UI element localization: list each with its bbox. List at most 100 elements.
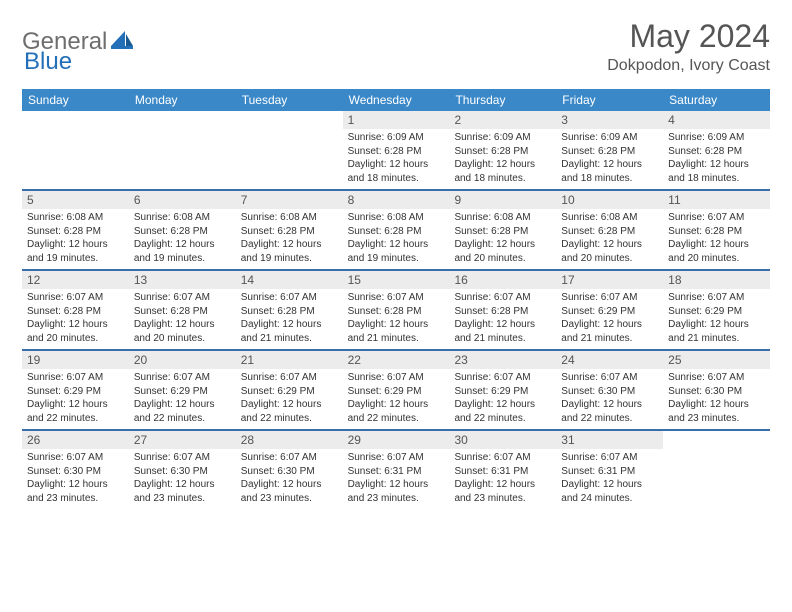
day-number: 25 xyxy=(663,351,770,369)
day-cell xyxy=(129,111,236,189)
day-number: 6 xyxy=(129,191,236,209)
sunrise-line: Sunrise: 6:07 AM xyxy=(348,291,445,305)
daylight-line2: and 23 minutes. xyxy=(348,492,445,506)
sunset-line: Sunset: 6:28 PM xyxy=(134,225,231,239)
day-number xyxy=(22,111,129,129)
dayheader-thu: Thursday xyxy=(449,89,556,111)
sunrise-line: Sunrise: 6:07 AM xyxy=(668,211,765,225)
day-number: 30 xyxy=(449,431,556,449)
day-cell: 22Sunrise: 6:07 AMSunset: 6:29 PMDayligh… xyxy=(343,351,450,429)
day-data: Sunrise: 6:07 AMSunset: 6:29 PMDaylight:… xyxy=(236,369,343,429)
day-number: 27 xyxy=(129,431,236,449)
day-number: 24 xyxy=(556,351,663,369)
day-number: 19 xyxy=(22,351,129,369)
sunset-line: Sunset: 6:31 PM xyxy=(348,465,445,479)
daylight-line2: and 18 minutes. xyxy=(668,172,765,186)
day-data: Sunrise: 6:09 AMSunset: 6:28 PMDaylight:… xyxy=(343,129,450,189)
day-data: Sunrise: 6:08 AMSunset: 6:28 PMDaylight:… xyxy=(129,209,236,269)
daylight-line: Daylight: 12 hours xyxy=(348,398,445,412)
day-data: Sunrise: 6:08 AMSunset: 6:28 PMDaylight:… xyxy=(236,209,343,269)
sunrise-line: Sunrise: 6:08 AM xyxy=(454,211,551,225)
day-data: Sunrise: 6:07 AMSunset: 6:29 PMDaylight:… xyxy=(449,369,556,429)
day-number: 9 xyxy=(449,191,556,209)
dayheader-mon: Monday xyxy=(129,89,236,111)
sunset-line: Sunset: 6:30 PM xyxy=(27,465,124,479)
day-data: Sunrise: 6:07 AMSunset: 6:30 PMDaylight:… xyxy=(556,369,663,429)
day-data: Sunrise: 6:07 AMSunset: 6:28 PMDaylight:… xyxy=(129,289,236,349)
logo-sail-icon xyxy=(111,31,133,54)
daylight-line2: and 23 minutes. xyxy=(134,492,231,506)
calendar: Sunday Monday Tuesday Wednesday Thursday… xyxy=(22,89,770,509)
day-cell: 23Sunrise: 6:07 AMSunset: 6:29 PMDayligh… xyxy=(449,351,556,429)
day-data: Sunrise: 6:09 AMSunset: 6:28 PMDaylight:… xyxy=(663,129,770,189)
sunset-line: Sunset: 6:29 PM xyxy=(561,305,658,319)
daylight-line: Daylight: 12 hours xyxy=(134,398,231,412)
sunset-line: Sunset: 6:30 PM xyxy=(241,465,338,479)
day-data: Sunrise: 6:07 AMSunset: 6:28 PMDaylight:… xyxy=(343,289,450,349)
day-data: Sunrise: 6:07 AMSunset: 6:29 PMDaylight:… xyxy=(663,289,770,349)
sunrise-line: Sunrise: 6:07 AM xyxy=(27,291,124,305)
day-number: 26 xyxy=(22,431,129,449)
day-data: Sunrise: 6:07 AMSunset: 6:28 PMDaylight:… xyxy=(449,289,556,349)
day-data: Sunrise: 6:07 AMSunset: 6:29 PMDaylight:… xyxy=(22,369,129,429)
daylight-line: Daylight: 12 hours xyxy=(241,238,338,252)
day-cell: 2Sunrise: 6:09 AMSunset: 6:28 PMDaylight… xyxy=(449,111,556,189)
daylight-line: Daylight: 12 hours xyxy=(454,238,551,252)
daylight-line: Daylight: 12 hours xyxy=(454,318,551,332)
daylight-line: Daylight: 12 hours xyxy=(561,238,658,252)
day-cell: 6Sunrise: 6:08 AMSunset: 6:28 PMDaylight… xyxy=(129,191,236,269)
sunrise-line: Sunrise: 6:07 AM xyxy=(561,371,658,385)
day-cell: 9Sunrise: 6:08 AMSunset: 6:28 PMDaylight… xyxy=(449,191,556,269)
sunrise-line: Sunrise: 6:07 AM xyxy=(134,291,231,305)
day-cell: 14Sunrise: 6:07 AMSunset: 6:28 PMDayligh… xyxy=(236,271,343,349)
day-cell: 18Sunrise: 6:07 AMSunset: 6:29 PMDayligh… xyxy=(663,271,770,349)
daylight-line: Daylight: 12 hours xyxy=(27,238,124,252)
day-number: 11 xyxy=(663,191,770,209)
day-cell: 16Sunrise: 6:07 AMSunset: 6:28 PMDayligh… xyxy=(449,271,556,349)
day-number: 16 xyxy=(449,271,556,289)
daylight-line: Daylight: 12 hours xyxy=(348,238,445,252)
sunset-line: Sunset: 6:28 PM xyxy=(348,225,445,239)
daylight-line: Daylight: 12 hours xyxy=(561,478,658,492)
daylight-line2: and 21 minutes. xyxy=(348,332,445,346)
sunrise-line: Sunrise: 6:07 AM xyxy=(668,371,765,385)
sunset-line: Sunset: 6:29 PM xyxy=(348,385,445,399)
sunset-line: Sunset: 6:28 PM xyxy=(561,145,658,159)
dayheader-sat: Saturday xyxy=(663,89,770,111)
daylight-line2: and 21 minutes. xyxy=(561,332,658,346)
week-row: 12Sunrise: 6:07 AMSunset: 6:28 PMDayligh… xyxy=(22,271,770,351)
daylight-line2: and 22 minutes. xyxy=(27,412,124,426)
dayheader-fri: Friday xyxy=(556,89,663,111)
daylight-line2: and 22 minutes. xyxy=(134,412,231,426)
sunset-line: Sunset: 6:28 PM xyxy=(668,145,765,159)
daylight-line: Daylight: 12 hours xyxy=(561,398,658,412)
day-cell: 29Sunrise: 6:07 AMSunset: 6:31 PMDayligh… xyxy=(343,431,450,509)
daylight-line: Daylight: 12 hours xyxy=(668,238,765,252)
sunset-line: Sunset: 6:28 PM xyxy=(454,305,551,319)
day-number xyxy=(663,431,770,449)
day-cell: 31Sunrise: 6:07 AMSunset: 6:31 PMDayligh… xyxy=(556,431,663,509)
day-number: 10 xyxy=(556,191,663,209)
day-cell xyxy=(236,111,343,189)
sunrise-line: Sunrise: 6:08 AM xyxy=(27,211,124,225)
day-data: Sunrise: 6:07 AMSunset: 6:28 PMDaylight:… xyxy=(22,289,129,349)
sunrise-line: Sunrise: 6:07 AM xyxy=(348,451,445,465)
daylight-line2: and 23 minutes. xyxy=(668,412,765,426)
daylight-line2: and 20 minutes. xyxy=(668,252,765,266)
daylight-line2: and 18 minutes. xyxy=(454,172,551,186)
daylight-line: Daylight: 12 hours xyxy=(454,478,551,492)
daylight-line2: and 20 minutes. xyxy=(561,252,658,266)
daylight-line2: and 24 minutes. xyxy=(561,492,658,506)
day-cell: 20Sunrise: 6:07 AMSunset: 6:29 PMDayligh… xyxy=(129,351,236,429)
daylight-line2: and 18 minutes. xyxy=(561,172,658,186)
sunset-line: Sunset: 6:28 PM xyxy=(561,225,658,239)
day-number: 1 xyxy=(343,111,450,129)
sunset-line: Sunset: 6:29 PM xyxy=(134,385,231,399)
daylight-line: Daylight: 12 hours xyxy=(134,478,231,492)
week-row: 19Sunrise: 6:07 AMSunset: 6:29 PMDayligh… xyxy=(22,351,770,431)
daylight-line2: and 19 minutes. xyxy=(27,252,124,266)
sunrise-line: Sunrise: 6:07 AM xyxy=(241,291,338,305)
sunrise-line: Sunrise: 6:07 AM xyxy=(241,451,338,465)
daylight-line2: and 22 minutes. xyxy=(454,412,551,426)
sunrise-line: Sunrise: 6:07 AM xyxy=(561,291,658,305)
